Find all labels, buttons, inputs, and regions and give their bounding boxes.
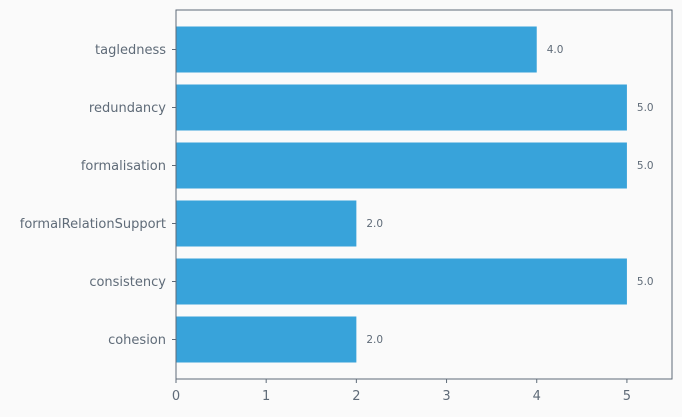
data-label: 5.0	[637, 160, 654, 172]
y-tick-label: redundancy	[89, 101, 166, 116]
y-tick-label: formalRelationSupport	[20, 217, 166, 232]
x-tick-label: 5	[623, 389, 631, 404]
bars: 4.0 5.0 5.0 2.0 5.0 2.0	[176, 26, 654, 363]
x-tick-label: 2	[352, 389, 360, 404]
y-axis-categories: tagledness redundancy formalisation formalR…	[20, 43, 176, 348]
y-tick-label: formalisation	[81, 159, 166, 174]
bar-formalisation	[176, 142, 627, 189]
data-label: 2.0	[366, 334, 383, 346]
y-tick-label: tagledness	[95, 43, 166, 58]
data-label: 4.0	[547, 44, 564, 56]
data-label: 2.0	[366, 218, 383, 230]
bar-tagledness	[176, 26, 537, 73]
x-tick-label: 0	[172, 389, 180, 404]
data-label: 5.0	[637, 276, 654, 288]
x-tick-label: 1	[262, 389, 270, 404]
bar-redundancy	[176, 84, 627, 131]
data-label: 5.0	[637, 102, 654, 114]
x-tick-label: 3	[442, 389, 450, 404]
x-axis-ticks: 0 1 2 3 4 5	[172, 379, 631, 404]
x-tick-label: 4	[533, 389, 541, 404]
plot-frame	[175, 9, 673, 380]
y-tick-label: cohesion	[108, 333, 166, 348]
bar-consistency	[176, 258, 627, 305]
y-tick-label: consistency	[89, 275, 166, 290]
bar-cohesion	[176, 316, 357, 363]
bar-formalRelationSupport	[176, 200, 357, 247]
